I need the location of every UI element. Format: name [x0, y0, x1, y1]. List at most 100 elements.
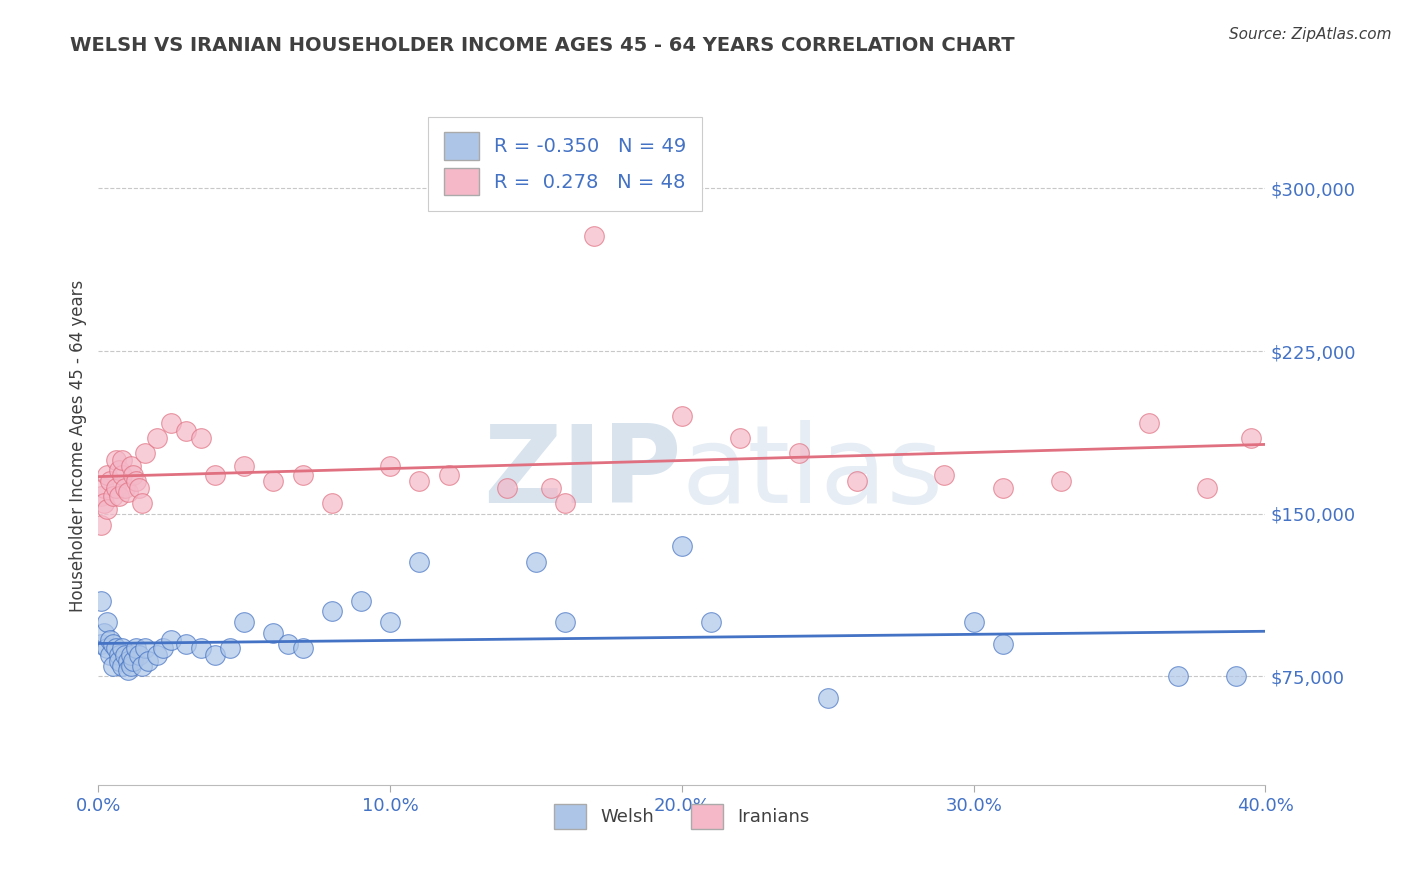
Point — [120, 648, 142, 662]
Point — [204, 648, 226, 662]
Point — [160, 632, 183, 647]
Text: atlas: atlas — [682, 420, 943, 526]
Point — [554, 615, 576, 630]
Point — [671, 539, 693, 553]
Point — [136, 654, 159, 668]
Point — [131, 658, 153, 673]
Point — [218, 641, 240, 656]
Point — [1050, 475, 1073, 489]
Point — [108, 648, 131, 662]
Point — [1137, 416, 1160, 430]
Point — [991, 481, 1014, 495]
Point — [96, 641, 118, 656]
Point — [408, 555, 430, 569]
Point — [787, 446, 810, 460]
Point — [991, 637, 1014, 651]
Point — [846, 475, 869, 489]
Point — [1240, 431, 1263, 445]
Point — [146, 431, 169, 445]
Point — [131, 496, 153, 510]
Point — [817, 691, 839, 706]
Point — [540, 481, 562, 495]
Point — [104, 481, 127, 495]
Point — [117, 485, 139, 500]
Point — [93, 496, 115, 510]
Point — [962, 615, 984, 630]
Point — [128, 648, 150, 662]
Point — [117, 663, 139, 677]
Point — [204, 467, 226, 482]
Point — [277, 637, 299, 651]
Point — [114, 481, 136, 495]
Point — [125, 475, 148, 489]
Point — [114, 648, 136, 662]
Point — [96, 467, 118, 482]
Point — [730, 431, 752, 445]
Point — [96, 502, 118, 516]
Point — [111, 467, 134, 482]
Point — [134, 641, 156, 656]
Point — [101, 490, 124, 504]
Point — [262, 475, 284, 489]
Point — [120, 458, 142, 473]
Point — [380, 458, 402, 473]
Point — [90, 593, 112, 607]
Point — [437, 467, 460, 482]
Point — [1167, 669, 1189, 683]
Point — [90, 637, 112, 651]
Point — [408, 475, 430, 489]
Point — [1225, 669, 1247, 683]
Point — [101, 658, 124, 673]
Point — [190, 431, 212, 445]
Point — [321, 604, 343, 618]
Point — [111, 641, 134, 656]
Point — [104, 452, 127, 467]
Y-axis label: Householder Income Ages 45 - 64 years: Householder Income Ages 45 - 64 years — [69, 280, 87, 612]
Point — [98, 475, 121, 489]
Point — [93, 481, 115, 495]
Point — [583, 229, 606, 244]
Point — [98, 632, 121, 647]
Point — [108, 490, 131, 504]
Point — [128, 481, 150, 495]
Point — [174, 425, 197, 439]
Text: Source: ZipAtlas.com: Source: ZipAtlas.com — [1229, 27, 1392, 42]
Point — [233, 615, 256, 630]
Point — [120, 658, 142, 673]
Point — [496, 481, 519, 495]
Point — [152, 641, 174, 656]
Point — [98, 648, 121, 662]
Text: WELSH VS IRANIAN HOUSEHOLDER INCOME AGES 45 - 64 YEARS CORRELATION CHART: WELSH VS IRANIAN HOUSEHOLDER INCOME AGES… — [70, 36, 1015, 54]
Point — [262, 626, 284, 640]
Point — [111, 658, 134, 673]
Point — [554, 496, 576, 510]
Point — [90, 490, 112, 504]
Point — [122, 467, 145, 482]
Point — [108, 654, 131, 668]
Point — [146, 648, 169, 662]
Point — [700, 615, 723, 630]
Point — [117, 654, 139, 668]
Point — [104, 641, 127, 656]
Point — [190, 641, 212, 656]
Legend: Welsh, Iranians: Welsh, Iranians — [540, 789, 824, 844]
Point — [291, 467, 314, 482]
Point — [291, 641, 314, 656]
Point — [524, 555, 547, 569]
Point — [122, 654, 145, 668]
Point — [671, 409, 693, 424]
Point — [233, 458, 256, 473]
Point — [134, 446, 156, 460]
Point — [111, 452, 134, 467]
Point — [160, 416, 183, 430]
Text: ZIP: ZIP — [484, 420, 682, 526]
Point — [380, 615, 402, 630]
Point — [101, 637, 124, 651]
Point — [934, 467, 956, 482]
Point — [350, 593, 373, 607]
Point — [108, 463, 131, 477]
Point — [1195, 481, 1218, 495]
Point — [125, 641, 148, 656]
Point — [96, 615, 118, 630]
Point — [174, 637, 197, 651]
